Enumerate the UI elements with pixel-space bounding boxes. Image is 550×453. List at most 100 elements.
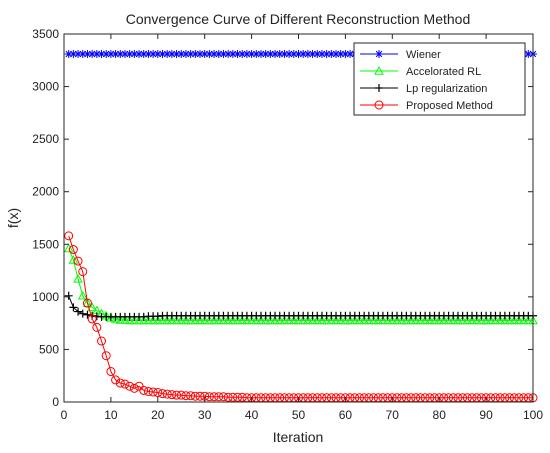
data-point xyxy=(214,49,223,58)
data-point xyxy=(139,385,149,395)
data-point xyxy=(280,49,289,58)
data-point xyxy=(214,392,224,402)
data-point xyxy=(116,49,125,58)
data-point xyxy=(252,49,261,58)
legend-swatch-marker xyxy=(374,100,384,110)
data-point xyxy=(443,315,454,325)
data-point xyxy=(476,315,487,325)
data-point xyxy=(106,312,116,322)
data-point xyxy=(228,392,238,402)
data-point xyxy=(115,314,126,324)
data-point xyxy=(153,388,163,398)
data-point xyxy=(78,267,88,277)
data-point xyxy=(83,49,92,58)
data-point xyxy=(251,315,262,325)
data-point xyxy=(237,315,248,325)
data-point xyxy=(157,389,167,399)
data-point xyxy=(359,315,370,325)
legend-swatch-marker xyxy=(375,84,383,92)
data-point xyxy=(129,315,140,325)
data-point xyxy=(106,49,115,58)
data-point xyxy=(190,391,200,401)
data-point xyxy=(327,49,336,58)
data-point xyxy=(341,49,350,58)
data-point xyxy=(246,315,257,325)
data-point xyxy=(125,49,134,58)
data-point xyxy=(139,49,148,58)
data-point xyxy=(471,315,482,325)
data-point xyxy=(152,315,163,325)
data-point xyxy=(294,49,303,58)
data-point xyxy=(224,49,233,58)
data-point xyxy=(256,315,266,325)
data-point xyxy=(138,315,149,325)
data-point xyxy=(317,49,326,58)
data-point xyxy=(124,315,135,325)
data-point xyxy=(303,49,312,58)
data-point xyxy=(448,315,459,325)
x-tick-label: 40 xyxy=(245,408,259,422)
data-point xyxy=(110,313,121,323)
data-point xyxy=(63,243,74,253)
data-point xyxy=(322,49,331,58)
data-point xyxy=(345,315,355,325)
data-point xyxy=(378,315,388,325)
data-point xyxy=(176,315,187,325)
data-point xyxy=(219,49,228,58)
data-point xyxy=(78,49,87,58)
data-point xyxy=(336,49,345,58)
data-point xyxy=(181,315,191,325)
data-point xyxy=(275,49,284,58)
data-point xyxy=(462,315,473,325)
data-point xyxy=(69,49,78,58)
data-point xyxy=(186,391,196,401)
data-point xyxy=(504,315,515,325)
data-point xyxy=(242,49,251,58)
data-point xyxy=(64,291,73,300)
data-point xyxy=(387,315,398,325)
data-point xyxy=(190,315,201,325)
y-tick-label: 1000 xyxy=(32,290,59,304)
data-point xyxy=(125,381,135,391)
data-point xyxy=(228,49,237,58)
data-point xyxy=(73,256,83,266)
data-point xyxy=(129,383,139,393)
legend-label: Wiener xyxy=(406,49,441,61)
data-point xyxy=(509,315,520,325)
data-point xyxy=(176,390,186,400)
data-point xyxy=(111,49,120,58)
data-point xyxy=(298,315,309,325)
data-point xyxy=(195,315,205,325)
data-point xyxy=(73,273,83,283)
data-point xyxy=(223,392,233,402)
data-point xyxy=(191,49,200,58)
data-point xyxy=(135,49,144,58)
data-point xyxy=(69,303,78,312)
data-point xyxy=(120,314,130,324)
data-point xyxy=(227,315,238,325)
y-tick-label: 1500 xyxy=(32,237,59,251)
data-point xyxy=(410,315,421,325)
data-point xyxy=(392,315,402,325)
data-point xyxy=(279,315,290,325)
data-point xyxy=(163,49,172,58)
data-point xyxy=(158,49,167,58)
data-point xyxy=(92,322,102,332)
data-point xyxy=(274,315,285,325)
data-point xyxy=(153,49,162,58)
data-point xyxy=(209,315,219,325)
data-point xyxy=(317,315,327,325)
x-tick-label: 50 xyxy=(292,408,306,422)
legend-swatch-marker xyxy=(375,50,383,58)
data-point xyxy=(303,315,313,325)
data-point xyxy=(420,315,430,325)
data-point xyxy=(204,392,214,402)
data-point xyxy=(242,315,252,325)
legend-label: Accelorated RL xyxy=(406,66,481,78)
data-point xyxy=(167,49,176,58)
data-point xyxy=(266,49,275,58)
x-axis-label: Iteration xyxy=(273,429,324,445)
data-point xyxy=(185,315,196,325)
data-point xyxy=(434,315,445,325)
